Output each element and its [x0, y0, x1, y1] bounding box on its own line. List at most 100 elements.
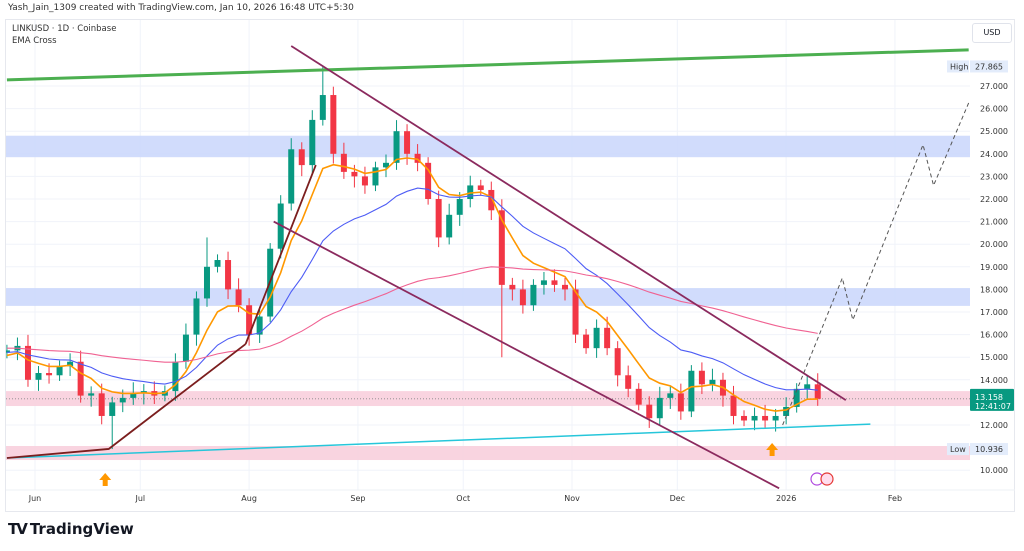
candle-body: [340, 153, 347, 172]
price-tick-label: 16.000: [980, 331, 1008, 340]
candle-body: [182, 334, 189, 362]
candle-body: [709, 379, 716, 385]
candle-body: [456, 199, 463, 215]
candle-body: [98, 393, 105, 416]
candle-body: [551, 280, 558, 285]
time-tick-label: Nov: [564, 494, 580, 503]
price-tick-label: 21.000: [980, 218, 1008, 227]
candle-body: [677, 393, 684, 412]
price-zone: [6, 288, 970, 306]
price-tick-label: 27.000: [980, 82, 1008, 91]
candle-body: [814, 384, 821, 399]
candle-body: [583, 334, 590, 349]
price-zone: [6, 446, 970, 461]
ema-200-line: [6, 266, 818, 363]
candle-body: [446, 214, 453, 238]
trendline-channel-lower: [273, 220, 780, 490]
candle-body: [203, 266, 210, 299]
extreme-tag-bg: [947, 443, 969, 456]
chart-credit: Yash_Jain_1309 created with TradingView.…: [8, 3, 354, 13]
extreme-tag-value: 27.865: [975, 62, 1003, 71]
trendline-rising-steep: [244, 164, 317, 345]
chart-frame: [5, 19, 1015, 512]
candle-body: [519, 289, 526, 306]
candle-body: [414, 153, 421, 163]
candle-body: [730, 395, 737, 416]
candle-body: [751, 415, 758, 421]
extreme-tag-label: High: [950, 62, 968, 71]
candle-body: [214, 260, 221, 267]
buy-arrow-icon: [99, 473, 112, 486]
price-tick-label: 26.000: [980, 105, 1008, 114]
extreme-tag-bg: [947, 60, 969, 73]
price-tick-label: 18.000: [980, 285, 1008, 294]
price-zone: [6, 391, 970, 407]
candle-body: [46, 373, 53, 376]
candle-body: [604, 327, 611, 349]
candle-body: [372, 167, 379, 186]
candle-body: [288, 149, 295, 204]
candle-body: [530, 284, 537, 306]
candle-body: [309, 119, 316, 166]
candle-body: [562, 284, 569, 290]
candle-body: [6, 350, 10, 353]
price-tick-label: 10.000: [980, 466, 1008, 475]
candle-body: [56, 366, 63, 376]
price-tick-label: 14.000: [980, 376, 1008, 385]
candle-body: [477, 185, 484, 190]
trendline-resistance-top: [6, 48, 969, 82]
candle-body: [119, 397, 126, 403]
ema-50-line: [6, 187, 818, 391]
extreme-value-bg: [970, 443, 1008, 456]
candle-body: [656, 397, 663, 419]
tradingview-logo-text: TradingView: [29, 520, 134, 538]
price-tick-label: 23.000: [980, 172, 1008, 181]
last-price-value: 13.158: [975, 393, 1003, 402]
us-flag-icon: [820, 472, 834, 486]
candle-body: [667, 393, 674, 398]
time-tick-label: Dec: [670, 494, 685, 503]
candle-body: [88, 393, 95, 396]
buy-arrow-icon: [766, 443, 779, 456]
candle-body: [319, 95, 326, 120]
price-tick-label: 20.000: [980, 240, 1008, 249]
ema-20-line: [6, 157, 818, 412]
currency-button[interactable]: USD: [972, 23, 1012, 43]
candle-body: [804, 384, 811, 389]
bar-countdown: 12:41:07: [975, 402, 1011, 411]
candle-body: [330, 95, 337, 154]
candle-body: [77, 361, 84, 396]
candle-body: [488, 189, 495, 211]
time-tick-label: Sep: [350, 494, 365, 503]
candle-body: [793, 388, 800, 407]
last-price-badge: [970, 388, 1014, 411]
price-axis: 10.000 12.000 14.000 15.000 16.000 17.000 18.0…: [947, 60, 1014, 475]
candle-body: [361, 176, 368, 186]
tradingview-logo-icon: 𝗧𝗩: [8, 520, 28, 538]
candle-body: [762, 415, 769, 421]
symbol-legend[interactable]: LINKUSD · 1D · Coinbase: [12, 24, 117, 34]
candle-body: [698, 370, 705, 385]
trendline-support-cyan: [6, 423, 871, 459]
candle-body: [109, 402, 116, 416]
candle-body: [235, 289, 242, 306]
candle-body: [540, 280, 547, 285]
time-tick-label: Jun: [28, 494, 42, 503]
indicator-legend[interactable]: EMA Cross: [12, 36, 57, 46]
candle-body: [404, 131, 411, 154]
candle-body: [35, 373, 42, 380]
candle-body: [635, 388, 642, 405]
time-tick-label: Oct: [456, 494, 470, 503]
time-tick-label: Jul: [134, 494, 145, 503]
candle-body: [741, 415, 748, 421]
projection-path: [782, 102, 970, 426]
candle-body: [614, 348, 621, 376]
candle-body: [256, 316, 263, 335]
candle-body: [172, 361, 179, 392]
price-tick-label: 22.000: [980, 195, 1008, 204]
candle-body: [688, 370, 695, 412]
trendline-rising-base: [6, 343, 247, 459]
candle-body: [24, 345, 31, 380]
tradingview-logo[interactable]: 𝗧𝗩 TradingView: [8, 520, 134, 538]
